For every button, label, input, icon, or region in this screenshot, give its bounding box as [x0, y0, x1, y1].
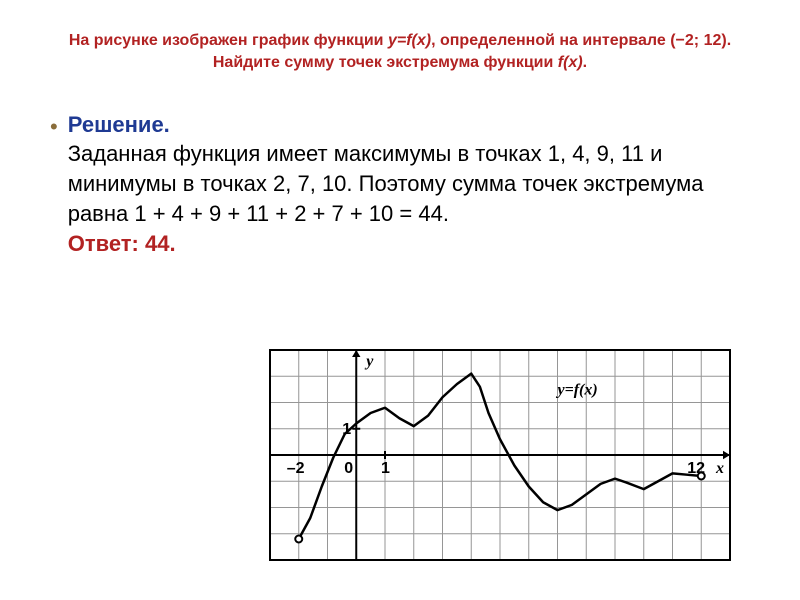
solution-label: Решение.	[68, 112, 170, 137]
svg-text:y: y	[364, 353, 374, 370]
title-line2-pre: Найдите сумму точек экстремума функции	[213, 54, 558, 71]
solution-text: Решение. Заданная функция имеет максимум…	[68, 110, 750, 258]
function-chart: 0 1 1 y x –2 12 y=f(x)	[260, 340, 740, 570]
svg-text:y=f(x): y=f(x)	[556, 382, 598, 399]
title-line1-post: , определенной на интервале (−2; 12).	[431, 32, 731, 49]
svg-text:–2: –2	[287, 460, 305, 477]
title-line2-post: .	[583, 54, 587, 71]
problem-title: На рисунке изображен график функции y=f(…	[50, 30, 750, 75]
title-line1-em: y=f(x)	[388, 32, 431, 49]
chart-svg: 0 1 1 y x –2 12 y=f(x)	[260, 340, 740, 570]
answer-label: Ответ: 44.	[68, 231, 176, 256]
title-line2-em: f(x)	[558, 54, 583, 71]
svg-text:12: 12	[687, 460, 705, 477]
svg-text:1: 1	[342, 421, 351, 438]
bullet-icon: •	[50, 112, 58, 142]
svg-text:1: 1	[381, 460, 390, 477]
svg-text:0: 0	[344, 460, 353, 477]
solution-body: Заданная функция имеет максимумы в точка…	[68, 141, 704, 225]
solution-block: • Решение. Заданная функция имеет максим…	[50, 110, 750, 258]
svg-text:x: x	[715, 460, 724, 477]
title-line1-pre: На рисунке изображен график функции	[69, 32, 388, 49]
